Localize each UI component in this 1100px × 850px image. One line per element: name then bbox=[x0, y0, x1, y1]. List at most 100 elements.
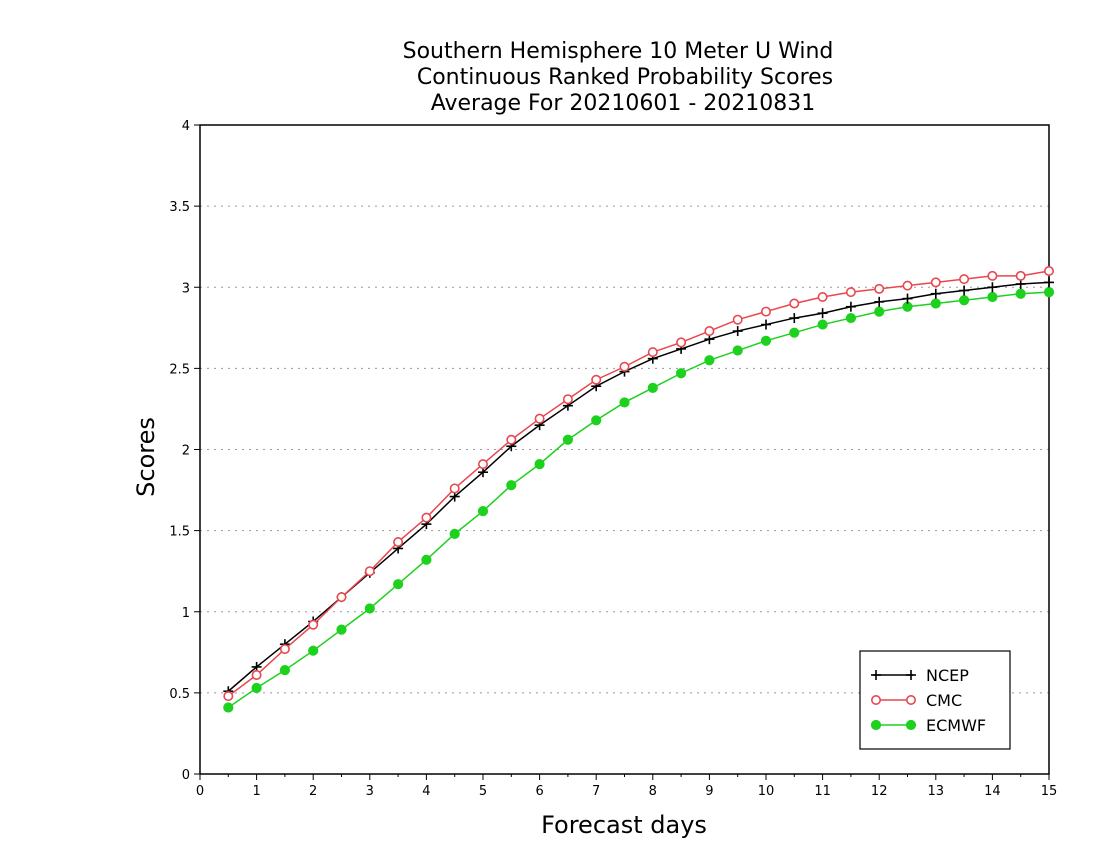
series-layer bbox=[223, 266, 1055, 713]
data-point-cmc bbox=[1044, 266, 1055, 277]
series-ecmwf bbox=[223, 287, 1055, 713]
data-point-ecmwf bbox=[987, 291, 998, 303]
data-point-cmc bbox=[336, 592, 347, 603]
legend-item-ecmwf: ECMWF bbox=[870, 716, 986, 735]
legend-item-ncep: NCEP bbox=[871, 666, 969, 685]
y-tick-label: 1.5 bbox=[169, 525, 190, 540]
x-tick-label: 8 bbox=[649, 784, 657, 799]
data-point-cmc bbox=[676, 337, 687, 348]
data-point-ncep bbox=[789, 313, 800, 324]
data-point-cmc bbox=[987, 270, 998, 281]
data-point-ecmwf bbox=[393, 579, 404, 590]
legend-marker bbox=[870, 694, 881, 705]
data-point-cmc bbox=[845, 287, 856, 298]
data-point-cmc bbox=[930, 277, 941, 288]
data-point-ncep bbox=[1044, 277, 1054, 288]
legend-marker bbox=[871, 670, 881, 680]
y-gridlines bbox=[200, 205, 1049, 694]
data-point-ecmwf bbox=[364, 603, 375, 614]
data-point-ecmwf bbox=[930, 298, 941, 309]
data-point-ecmwf bbox=[647, 382, 658, 393]
data-point-cmc bbox=[789, 298, 800, 309]
data-point-cmc bbox=[1015, 270, 1026, 281]
legend: NCEP CMC ECMWF bbox=[859, 650, 1011, 750]
data-point-ncep bbox=[874, 296, 885, 307]
data-point-ecmwf bbox=[477, 506, 489, 517]
data-point-cmc bbox=[506, 434, 517, 445]
chart-title-line-2: Continuous Ranked Probability Scores bbox=[417, 65, 833, 90]
data-point-cmc bbox=[393, 536, 404, 547]
data-point-ncep bbox=[817, 308, 828, 319]
x-tick-label: 12 bbox=[871, 784, 888, 799]
data-point-ncep bbox=[902, 293, 913, 304]
data-point-ecmwf bbox=[562, 434, 574, 445]
y-tick-label: 0 bbox=[182, 768, 190, 783]
data-point-cmc bbox=[251, 670, 262, 681]
data-point-ecmwf bbox=[732, 345, 743, 356]
x-tick-label: 2 bbox=[309, 784, 317, 799]
chart-title-line-3: Average For 20210601 - 20210831 bbox=[431, 91, 816, 116]
data-point-ecmwf bbox=[308, 645, 319, 656]
data-point-cmc bbox=[562, 394, 573, 405]
data-point-ecmwf bbox=[279, 665, 290, 676]
data-point-ncep bbox=[845, 301, 856, 312]
x-tick-label: 9 bbox=[705, 784, 713, 799]
data-point-cmc bbox=[308, 619, 319, 630]
data-point-cmc bbox=[732, 314, 743, 325]
data-point-cmc bbox=[449, 483, 460, 494]
series-ncep bbox=[223, 277, 1054, 697]
y-axis-ticks: 0 0.5 1 1.5 2 2.5 3 3.5 4 bbox=[169, 119, 200, 783]
data-point-ecmwf bbox=[619, 397, 630, 408]
data-point-cmc bbox=[902, 280, 913, 291]
data-point-cmc bbox=[534, 413, 545, 424]
y-tick-label: 0.5 bbox=[169, 687, 190, 702]
legend-marker bbox=[906, 670, 916, 680]
data-point-cmc bbox=[874, 283, 885, 294]
x-tick-label: 4 bbox=[422, 784, 430, 799]
series-line-cmc bbox=[227, 270, 1050, 697]
data-point-cmc bbox=[619, 361, 630, 372]
data-point-ecmwf bbox=[845, 312, 857, 324]
data-point-cmc bbox=[223, 691, 234, 702]
y-tick-label: 3 bbox=[182, 281, 190, 296]
x-tick-label: 14 bbox=[984, 784, 1001, 799]
x-tick-label: 11 bbox=[814, 784, 831, 799]
x-tick-label: 6 bbox=[535, 784, 543, 799]
data-point-cmc bbox=[959, 274, 970, 285]
data-point-ncep bbox=[732, 326, 743, 337]
data-point-ecmwf bbox=[591, 415, 602, 426]
x-tick-label: 5 bbox=[479, 784, 487, 799]
data-point-ecmwf bbox=[1015, 288, 1026, 299]
data-point-ecmwf bbox=[817, 319, 828, 330]
data-point-ecmwf bbox=[1043, 287, 1055, 298]
data-point-ecmwf bbox=[421, 554, 432, 565]
chart-title-line-1: Southern Hemisphere 10 Meter U Wind bbox=[403, 39, 834, 64]
data-point-cmc bbox=[421, 512, 432, 523]
x-tick-label: 3 bbox=[366, 784, 374, 799]
x-axis-title: Forecast days bbox=[541, 811, 707, 839]
data-point-ncep bbox=[987, 282, 998, 293]
y-axis-title: Scores bbox=[132, 417, 160, 497]
data-point-cmc bbox=[760, 306, 771, 317]
x-tick-label: 15 bbox=[1041, 784, 1058, 799]
x-tick-label: 13 bbox=[928, 784, 945, 799]
data-point-ncep bbox=[761, 319, 771, 330]
data-point-ecmwf bbox=[223, 702, 234, 713]
data-point-cmc bbox=[279, 644, 290, 655]
data-point-cmc bbox=[817, 291, 828, 302]
data-point-ecmwf bbox=[534, 459, 545, 470]
data-point-cmc bbox=[647, 347, 658, 358]
series-line-ncep bbox=[227, 281, 1050, 692]
legend-label-ecmwf: ECMWF bbox=[926, 716, 986, 735]
legend-marker bbox=[905, 694, 916, 705]
x-tick-label: 7 bbox=[592, 784, 600, 799]
data-point-ecmwf bbox=[506, 480, 517, 491]
y-tick-label: 3.5 bbox=[169, 200, 190, 215]
chart-title: Southern Hemisphere 10 Meter U Wind Cont… bbox=[403, 39, 834, 116]
data-point-ncep bbox=[959, 285, 970, 296]
data-point-cmc bbox=[591, 374, 602, 385]
data-point-ecmwf bbox=[704, 355, 715, 366]
series-cmc bbox=[223, 266, 1055, 702]
data-point-ncep bbox=[930, 288, 941, 299]
x-axis-ticks: 0 1 2 3 4 5 6 7 8 9 10 11 12 13 14 15 bbox=[196, 774, 1057, 799]
